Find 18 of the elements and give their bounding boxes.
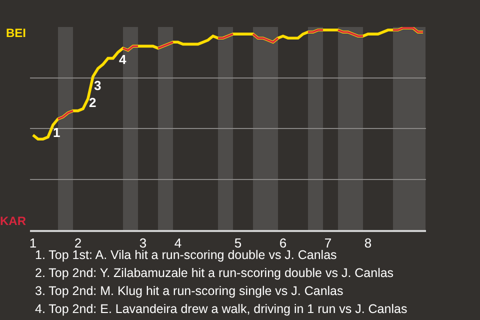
text: 3. Top 2nd: M. Klug hit a run-scoring single vs J. Canlas <box>35 284 344 298</box>
x-tick-label: 8 <box>364 235 372 250</box>
text: 1. Top 1st: A. Vila hit a run-scoring double vs J. Canlas <box>35 248 337 262</box>
x-tick-label: 1 <box>29 235 37 250</box>
annotation: 1 <box>53 125 60 140</box>
x-tick-label: 4 <box>174 235 182 250</box>
x-tick-label: 3 <box>139 235 147 250</box>
text: BEI <box>6 26 26 40</box>
x-tick-label: 7 <box>324 235 332 250</box>
x-tick-label: 2 <box>74 235 82 250</box>
text: 4. Top 2nd: E. Lavandeira drew a walk, driving in 1 run vs J. Canlas <box>35 302 408 316</box>
annotation: 4 <box>119 52 127 67</box>
x-tick-label: 5 <box>234 235 242 250</box>
annotation: 2 <box>89 95 96 110</box>
x-tick-label: 6 <box>279 235 287 250</box>
annotation: 3 <box>94 78 102 93</box>
text: 2. Top 2nd: Y. Zilabamuzale hit a run-scoring double vs J. Canlas <box>35 266 394 280</box>
text: KAR <box>0 214 26 228</box>
